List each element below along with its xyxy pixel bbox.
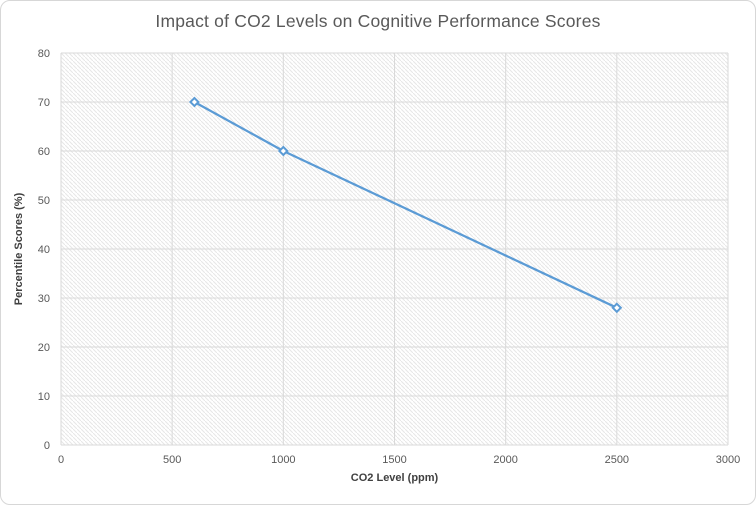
y-tick-label: 30 <box>38 293 50 305</box>
x-tick-label: 2000 <box>493 454 517 466</box>
chart-title: Impact of CO2 Levels on Cognitive Perfor… <box>155 11 601 31</box>
y-tick-label: 50 <box>38 195 50 207</box>
y-tick-label: 0 <box>44 440 50 452</box>
y-tick-label: 40 <box>38 244 50 256</box>
data-point-marker[interactable] <box>611 302 623 314</box>
y-tick-label: 70 <box>38 97 50 109</box>
x-tick-label: 3000 <box>716 454 740 466</box>
x-tick-label: 2500 <box>605 454 629 466</box>
y-tick-label: 80 <box>38 48 50 60</box>
y-tick-label: 20 <box>38 342 50 354</box>
y-tick-label: 10 <box>38 391 50 403</box>
x-tick-label: 500 <box>163 454 181 466</box>
x-tick-label: 0 <box>58 454 64 466</box>
y-tick-label: 60 <box>38 146 50 158</box>
data-point-marker[interactable] <box>277 145 289 157</box>
x-tick-label: 1000 <box>271 454 295 466</box>
data-point-marker[interactable] <box>188 96 200 108</box>
x-axis-title: CO2 Level (ppm) <box>351 472 439 484</box>
x-tick-label: 1500 <box>382 454 406 466</box>
y-axis-title: Percentile Scores (%) <box>13 192 25 305</box>
